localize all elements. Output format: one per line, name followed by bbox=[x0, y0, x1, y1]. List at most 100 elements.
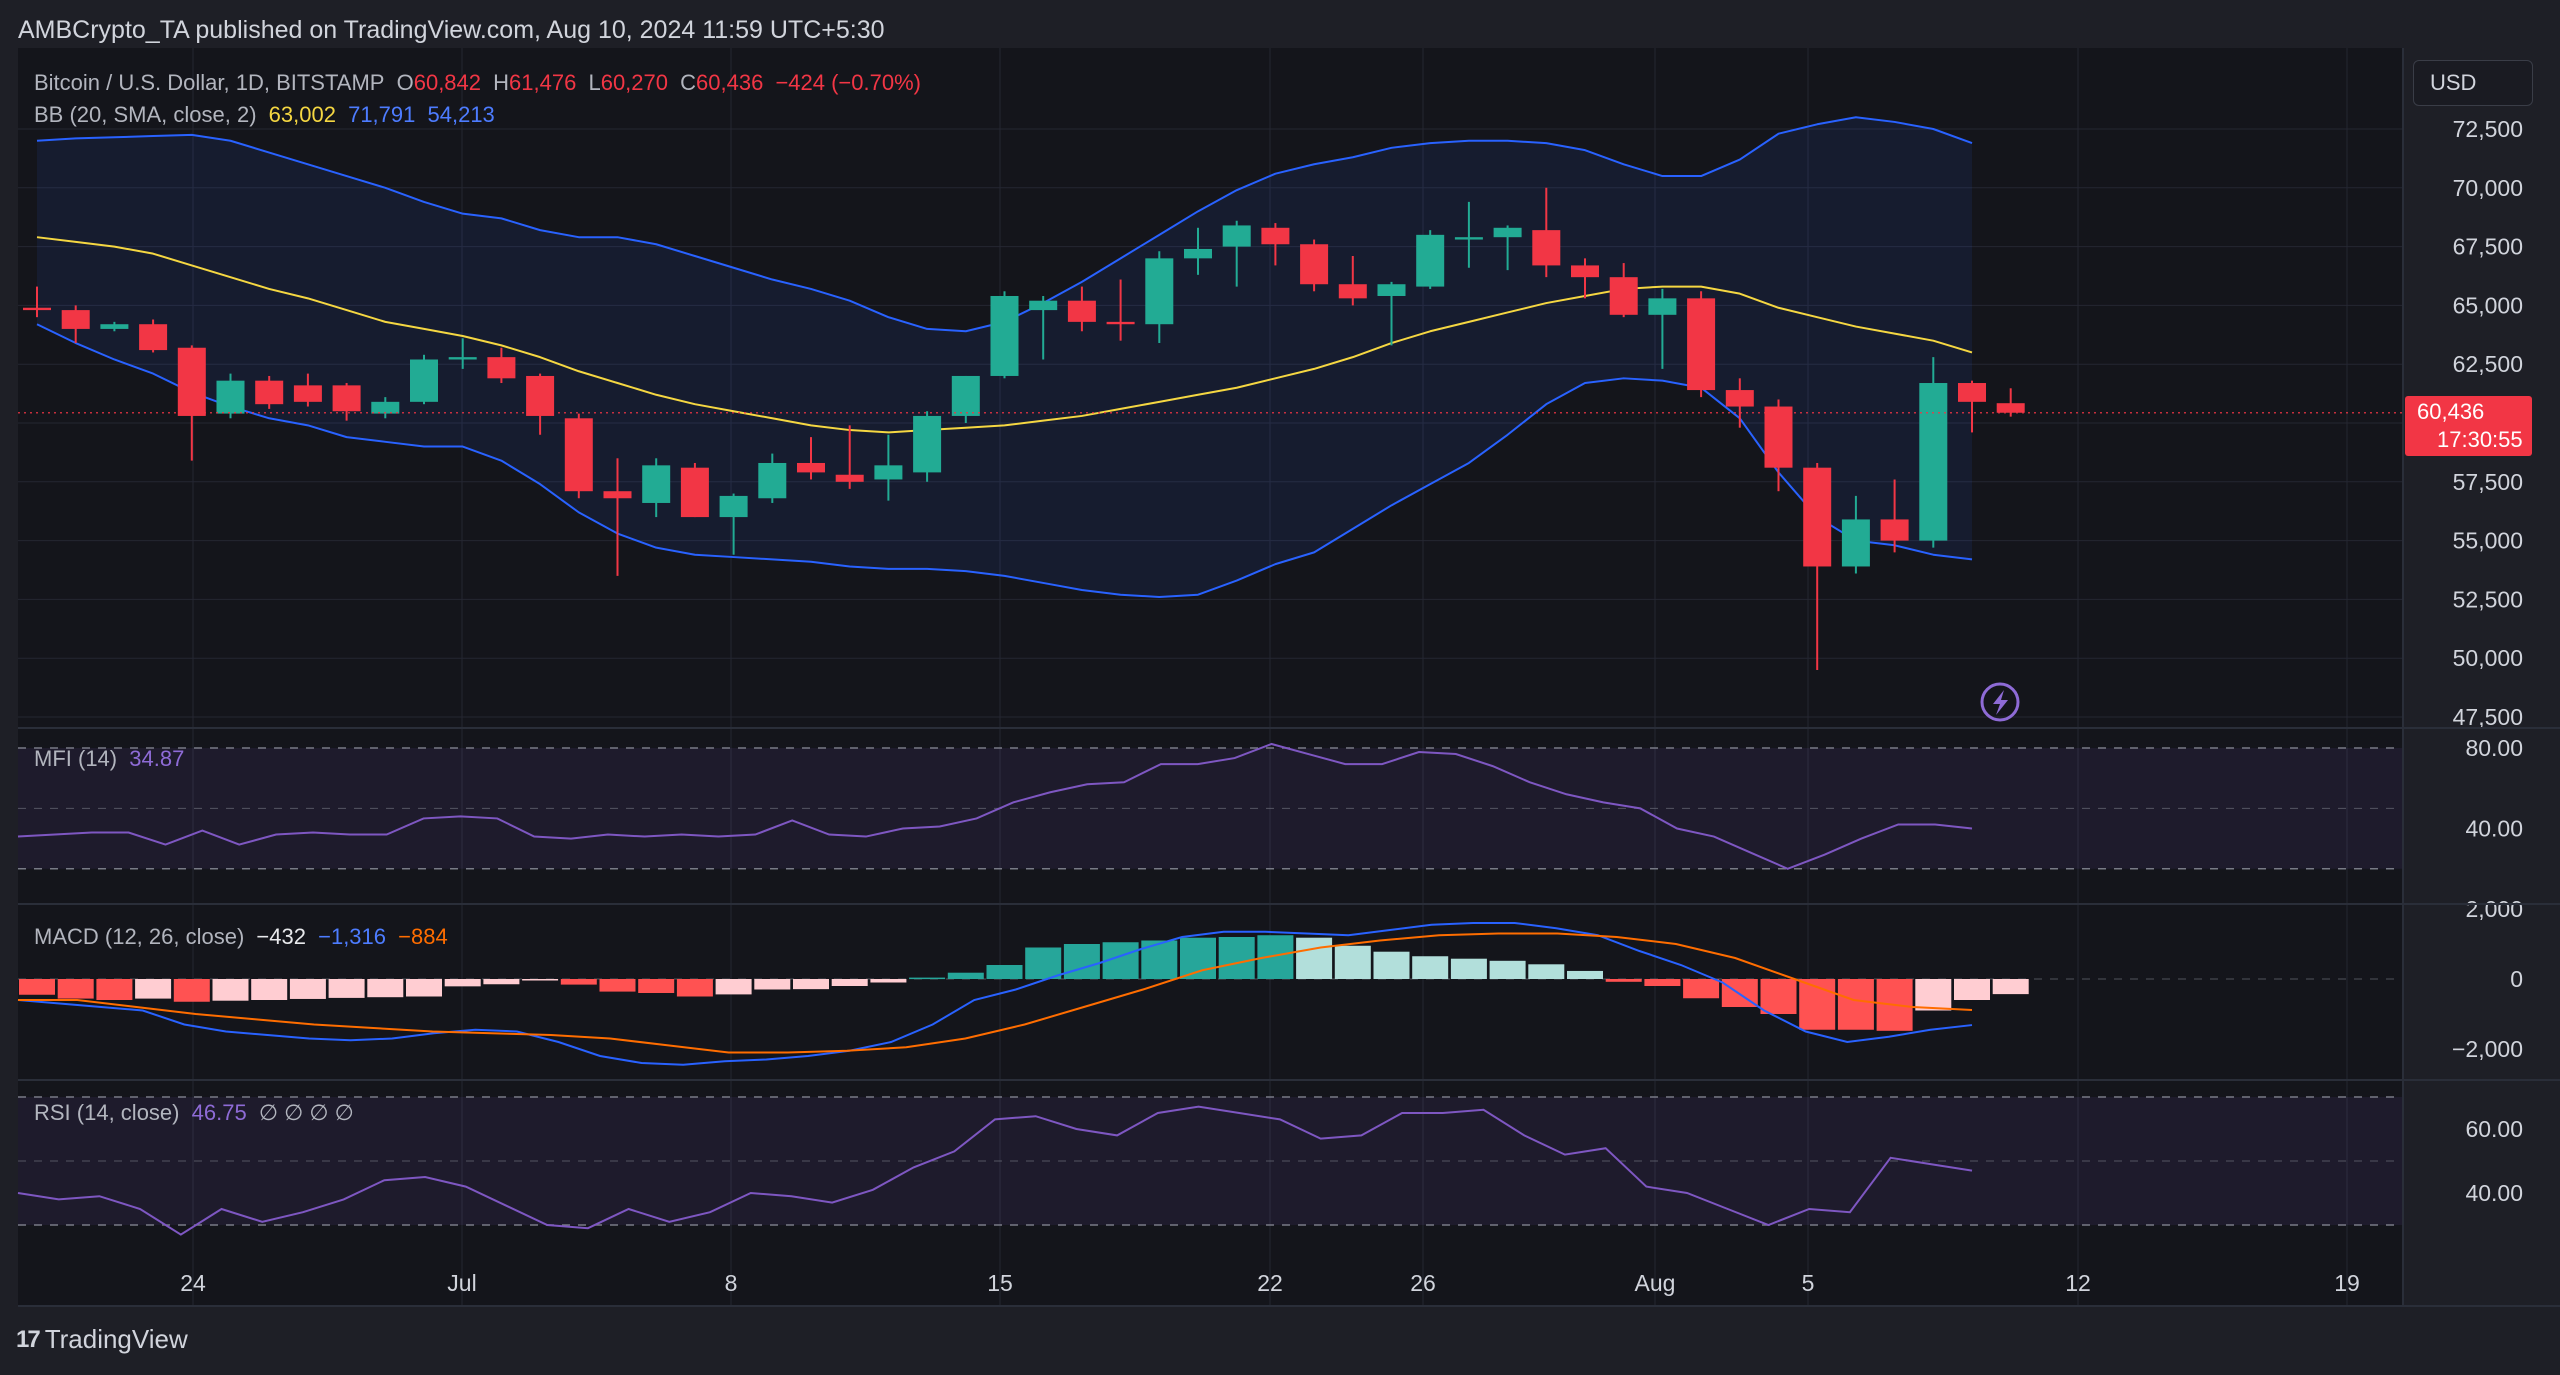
rsi-line bbox=[17, 1105, 1973, 1236]
candle-body bbox=[1764, 406, 1793, 468]
macd-histogram-bar bbox=[522, 979, 559, 981]
time-tick-label: 5 bbox=[1802, 1270, 1815, 1296]
time-tick-label: 8 bbox=[725, 1270, 738, 1296]
rsi-tick-label: 40.00 bbox=[2465, 1180, 2523, 1206]
candle-body bbox=[1687, 298, 1716, 391]
macd-histogram-bar bbox=[1296, 937, 1333, 979]
candle-body bbox=[797, 462, 825, 473]
macd-histogram-bar bbox=[1334, 945, 1371, 979]
macd-tick-label: −2,000 bbox=[2452, 1036, 2523, 1062]
price-tick-label: 65,000 bbox=[2453, 292, 2523, 318]
candle-body bbox=[1493, 227, 1522, 238]
candle-body bbox=[603, 491, 632, 499]
macd-histogram-bar bbox=[1412, 956, 1449, 979]
candle-body bbox=[1571, 265, 1599, 278]
candle-body bbox=[642, 465, 671, 503]
candle-body bbox=[1958, 383, 1986, 402]
macd-histogram-bar bbox=[1063, 944, 1100, 979]
lightning-icon[interactable] bbox=[1980, 682, 2020, 722]
footer-brand[interactable]: 17 TradingView bbox=[16, 1324, 188, 1355]
price-axis: 72,50070,00067,50065,00062,50060,00057,5… bbox=[2453, 116, 2523, 730]
time-tick-label: 12 bbox=[2065, 1270, 2091, 1296]
macd-histogram-bar bbox=[19, 979, 55, 995]
price-tick-label: 67,500 bbox=[2453, 234, 2523, 260]
bb-legend[interactable]: BB (20, SMA, close, 2) 63,002 71,791 54,… bbox=[34, 102, 501, 128]
candle-body bbox=[1880, 519, 1909, 541]
close-label: C bbox=[680, 70, 697, 95]
macd-histogram-bar bbox=[1605, 979, 1642, 982]
candle-body bbox=[1067, 300, 1096, 322]
time-tick-label: Aug bbox=[1635, 1270, 1676, 1296]
symbol-name: Bitcoin / U.S. Dollar, 1D, BITSTAMP bbox=[34, 70, 385, 95]
candle-body bbox=[719, 495, 748, 518]
bb-lower-value: 54,213 bbox=[427, 102, 495, 127]
macd-histogram-bar bbox=[1141, 940, 1178, 979]
rsi-tick-label: 60.00 bbox=[2465, 1116, 2523, 1142]
macd-line-value: −1,316 bbox=[318, 924, 387, 949]
candle-body bbox=[1416, 234, 1445, 287]
mfi-pane: 80.00 40.00 bbox=[17, 735, 2523, 870]
macd-histogram-bar bbox=[173, 979, 210, 1002]
macd-signal-line bbox=[18, 932, 1973, 1054]
macd-histogram-bar bbox=[676, 979, 713, 997]
time-tick-label: Jul bbox=[447, 1270, 476, 1296]
open-label: O bbox=[396, 70, 414, 95]
price-tick-label: 52,500 bbox=[2453, 586, 2523, 612]
macd-histogram-bar bbox=[1025, 947, 1062, 979]
price-tick-label: 72,500 bbox=[2453, 116, 2523, 142]
macd-histogram-bar bbox=[328, 979, 365, 998]
candle-body bbox=[216, 380, 245, 414]
candle-body bbox=[1532, 230, 1561, 266]
macd-hist-value: −432 bbox=[256, 924, 306, 949]
candle-body bbox=[410, 359, 438, 402]
macd-histogram-bar bbox=[1837, 979, 1874, 1030]
macd-histogram-bar bbox=[947, 972, 984, 979]
candle-body bbox=[1919, 383, 1948, 541]
macd-histogram-bar bbox=[1760, 979, 1797, 1014]
candle-body bbox=[1300, 244, 1329, 285]
rsi-legend[interactable]: RSI (14, close) 46.75 ∅ ∅ ∅ ∅ bbox=[34, 1100, 360, 1126]
bb-basis-value: 63,002 bbox=[268, 102, 336, 127]
candle-body bbox=[1106, 321, 1135, 325]
candle-body bbox=[61, 310, 90, 329]
candle-body bbox=[951, 375, 980, 416]
candle-body bbox=[1145, 258, 1174, 325]
macd-histogram-bar bbox=[870, 979, 907, 983]
macd-histogram-bar bbox=[57, 979, 94, 999]
macd-signal-value: −884 bbox=[398, 924, 448, 949]
macd-histogram-bar bbox=[1567, 970, 1603, 979]
time-tick-label: 24 bbox=[180, 1270, 206, 1296]
bar-countdown: 17:30:55 bbox=[2437, 427, 2523, 452]
candle-body bbox=[293, 385, 322, 402]
candle-body bbox=[758, 462, 787, 499]
candle-body bbox=[1184, 248, 1212, 259]
candle-body bbox=[371, 401, 400, 414]
macd-histogram-bar bbox=[638, 979, 675, 993]
close-value: 60,436 bbox=[696, 70, 764, 95]
candle-body bbox=[100, 324, 129, 329]
macd-line bbox=[17, 922, 1973, 1066]
currency-button[interactable]: USD bbox=[2413, 60, 2533, 106]
candle-body bbox=[139, 324, 168, 351]
macd-histogram-bar bbox=[367, 979, 404, 998]
macd-histogram-bar bbox=[1954, 979, 1990, 1000]
time-tick-label: 19 bbox=[2334, 1270, 2360, 1296]
candle-body bbox=[1725, 390, 1754, 407]
low-value: 60,270 bbox=[600, 70, 668, 95]
macd-legend[interactable]: MACD (12, 26, close) −432 −1,316 −884 bbox=[34, 924, 454, 950]
candle-body bbox=[1222, 225, 1251, 247]
mfi-legend[interactable]: MFI (14) 34.87 bbox=[34, 746, 190, 772]
macd-histogram-bar bbox=[1528, 964, 1565, 979]
candle-body bbox=[913, 415, 942, 473]
macd-pane: 2,000 0 −2,000 bbox=[17, 896, 2523, 1066]
bb-basis-line bbox=[36, 236, 1973, 434]
symbol-legend[interactable]: Bitcoin / U.S. Dollar, 1D, BITSTAMP O 60,… bbox=[34, 70, 927, 96]
macd-histogram-bar bbox=[289, 979, 326, 999]
macd-histogram-bar bbox=[1644, 979, 1681, 986]
time-tick-label: 15 bbox=[987, 1270, 1013, 1296]
candle-body bbox=[332, 385, 361, 412]
macd-histogram-bar bbox=[599, 979, 636, 992]
mfi-line bbox=[17, 742, 1973, 870]
rsi-na-values: ∅ ∅ ∅ ∅ bbox=[258, 1100, 354, 1125]
